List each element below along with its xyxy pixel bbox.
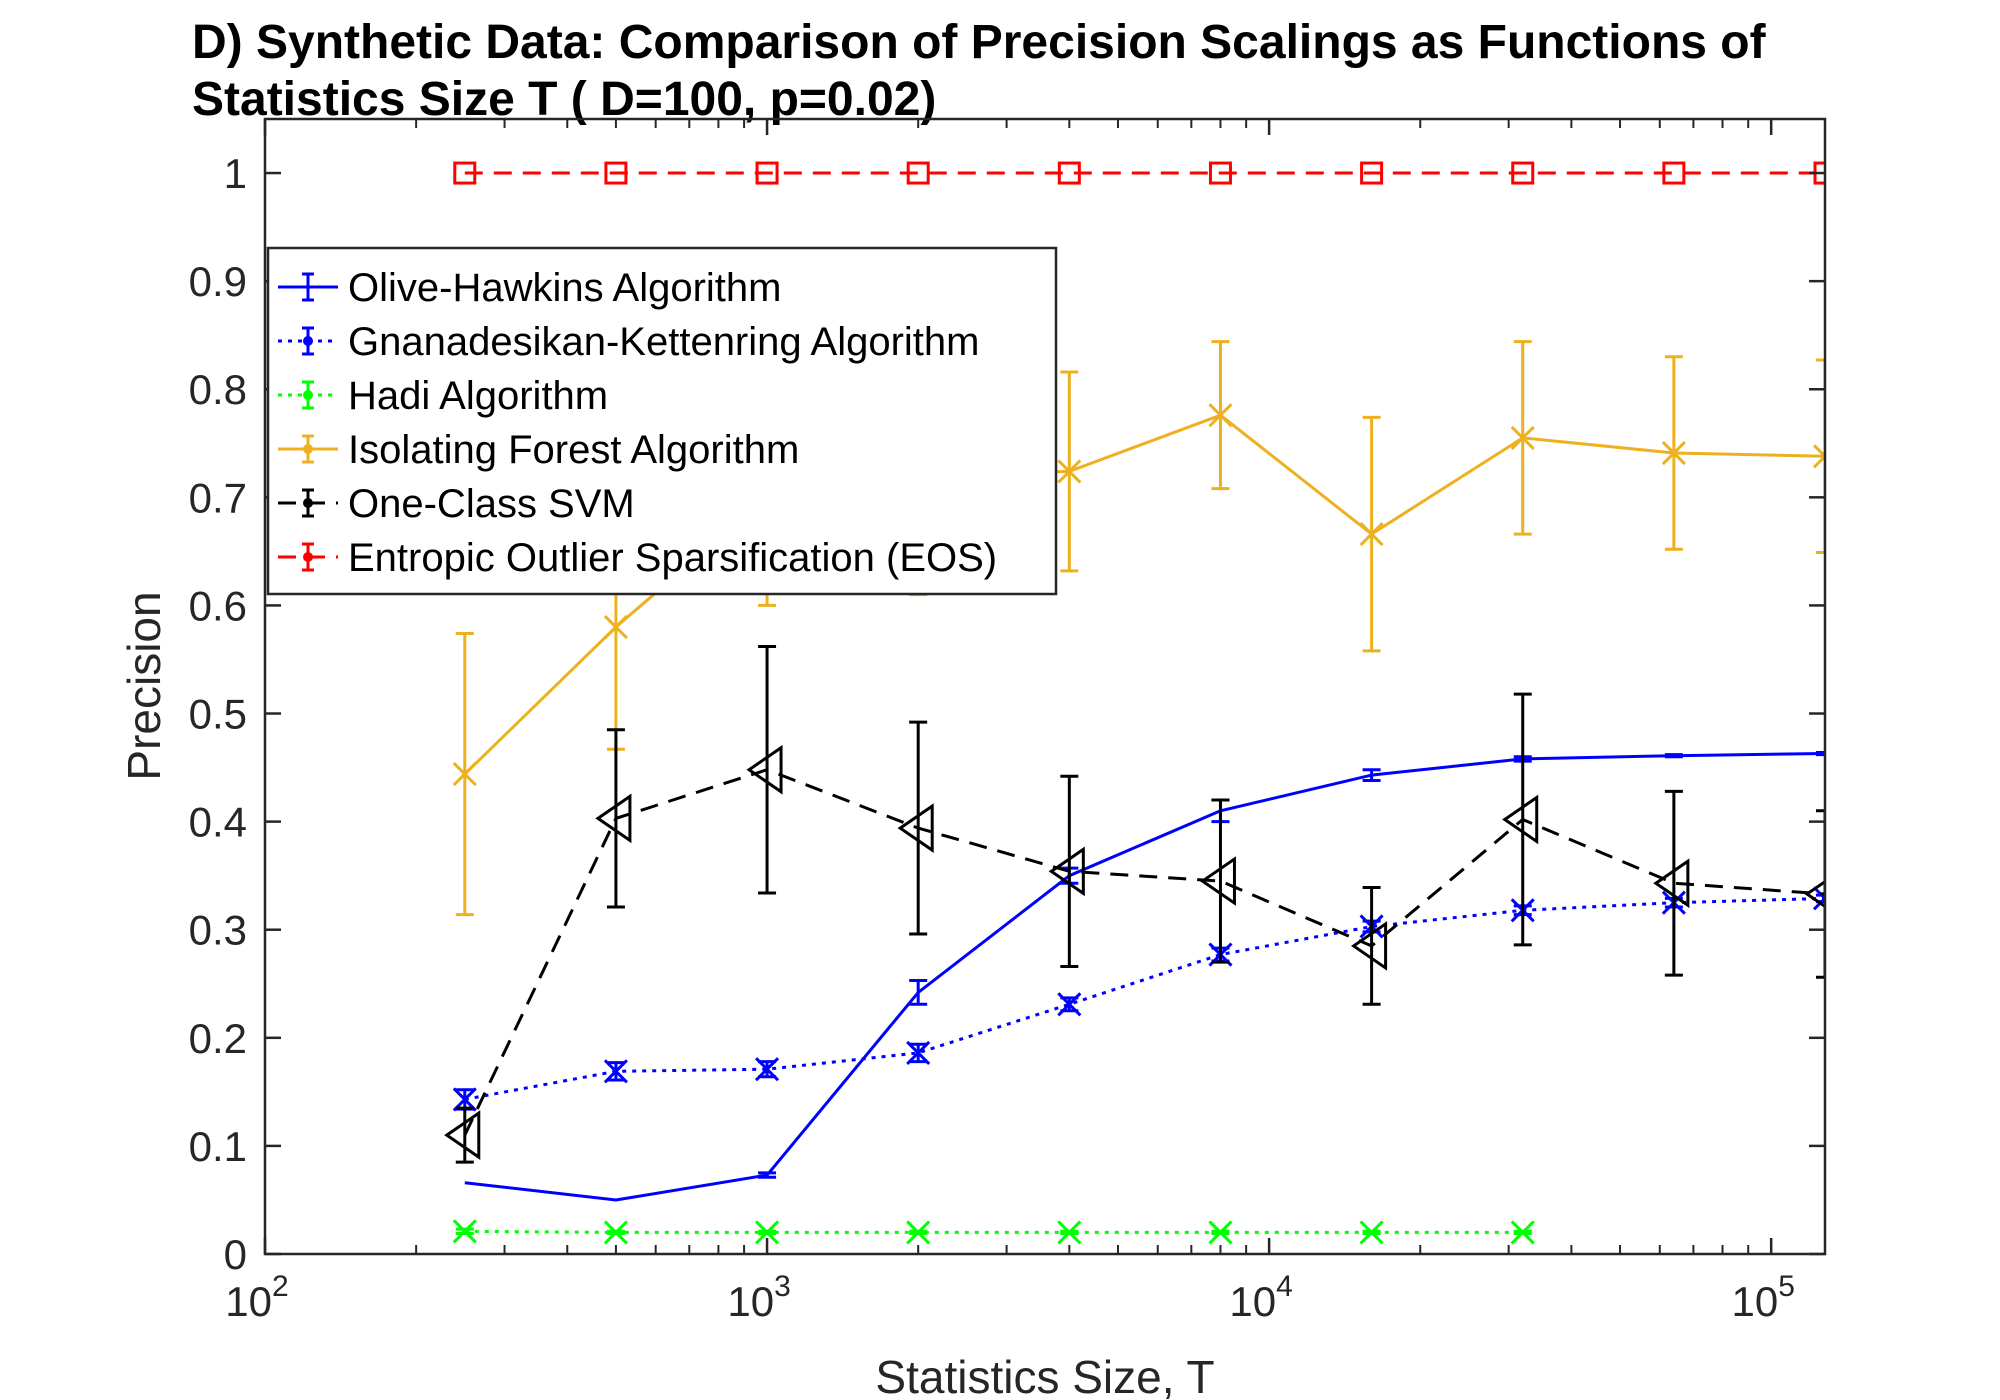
y-tick-label: 0.9 — [189, 258, 247, 305]
data-point — [1057, 992, 1082, 1017]
legend-marker — [303, 336, 313, 346]
series-line — [464, 1229, 1523, 1234]
legend-label: One-Class SVM — [348, 482, 635, 526]
data-point — [1057, 1220, 1082, 1245]
y-tick-label: 0.4 — [189, 799, 247, 846]
data-point — [1359, 522, 1384, 547]
data-point — [453, 161, 477, 185]
data-point — [1208, 403, 1233, 428]
data-point — [1048, 846, 1085, 897]
data-point — [452, 761, 477, 787]
series-line — [464, 896, 1825, 1101]
y-tick-label: 0.7 — [189, 474, 247, 521]
data-point — [1057, 459, 1082, 484]
data-point — [595, 793, 632, 844]
data-point — [1350, 921, 1388, 971]
data-point — [603, 1059, 628, 1084]
y-tick-label: 0.5 — [189, 691, 247, 738]
series-line — [463, 768, 1825, 1136]
data-point — [1360, 161, 1384, 185]
data-point — [755, 161, 779, 185]
legend: Olive-Hawkins Algorithm Gnanadesikan-Kett… — [266, 246, 1058, 596]
series-4 — [444, 645, 1825, 1164]
axes-layer: 0 0.1 0.2 0.3 0.4 0.5 0.6 0.7 0.8 0.9 1 102 103 104 10… — [189, 117, 1827, 1325]
legend-label: Entropic Outlier Sparsification (EOS) — [348, 536, 997, 580]
x-tick-label: 105 — [1731, 1270, 1794, 1325]
data-point — [1510, 425, 1535, 450]
legend-marker — [303, 390, 313, 400]
series-0 — [464, 750, 1825, 1202]
data-point — [1510, 1220, 1535, 1245]
y-tick-label: 0.2 — [189, 1015, 247, 1062]
data-point — [1502, 794, 1539, 845]
y-tick-label: 0 — [224, 1231, 247, 1278]
data-point — [746, 744, 783, 795]
series-5 — [453, 161, 1825, 185]
legend-label: Olive-Hawkins Algorithm — [348, 266, 781, 310]
data-point — [444, 1110, 481, 1160]
x-tick-label: 102 — [225, 1270, 288, 1325]
data-point — [1208, 1220, 1233, 1245]
data-point — [1661, 440, 1686, 466]
x-axis-label: Statistics Size, T — [875, 1351, 1214, 1400]
data-point — [452, 1219, 477, 1244]
data-point — [604, 161, 628, 185]
y-axis-label: Precision — [118, 591, 170, 780]
series-1 — [452, 886, 1825, 1112]
data-point — [603, 1220, 628, 1245]
y-tick-label: 0.3 — [189, 907, 247, 954]
series-line — [464, 752, 1825, 1202]
data-point — [1511, 161, 1535, 185]
data-point — [906, 1040, 931, 1066]
plot-box — [263, 117, 1827, 1256]
legend-marker — [303, 552, 313, 562]
legend-label: Hadi Algorithm — [348, 374, 608, 418]
y-tick-label: 0.8 — [189, 366, 247, 413]
y-tick-label: 0.1 — [189, 1123, 247, 1170]
y-tick-label: 0.6 — [189, 582, 247, 629]
data-point — [906, 161, 930, 185]
chart-title: D) Synthetic Data: Comparison of Precisi… — [192, 16, 1766, 126]
legend-marker — [303, 498, 313, 508]
data-point — [1208, 161, 1232, 185]
legend-marker — [303, 444, 313, 454]
data-point — [906, 1220, 931, 1245]
data-point — [603, 614, 628, 640]
legend-box — [266, 246, 1058, 596]
legend-label: Gnanadesikan-Kettenring Algorithm — [348, 320, 979, 364]
x-tick-label: 104 — [1229, 1270, 1292, 1325]
data-point — [1662, 161, 1686, 185]
data-point — [1359, 1220, 1384, 1245]
data-point — [897, 803, 934, 853]
data-point — [1057, 161, 1081, 185]
series-2 — [452, 1219, 1535, 1245]
data-point — [754, 1220, 780, 1245]
data-point — [754, 1057, 780, 1082]
data-point — [1812, 886, 1825, 911]
data-point — [1653, 858, 1690, 909]
data-point — [1812, 444, 1825, 469]
data-point — [1804, 879, 1825, 909]
x-tick-label: 103 — [727, 1270, 790, 1325]
data-point — [1199, 856, 1236, 906]
legend-label: Isolating Forest Algorithm — [348, 428, 799, 472]
y-tick-label: 1 — [224, 150, 247, 197]
